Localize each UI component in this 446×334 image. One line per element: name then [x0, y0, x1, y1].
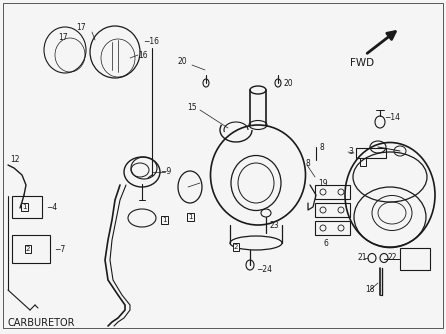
- Text: 17: 17: [58, 33, 68, 42]
- Text: 2: 2: [234, 244, 238, 250]
- Text: 12: 12: [10, 156, 20, 165]
- Text: 3: 3: [348, 148, 353, 157]
- Bar: [360, 158, 366, 166]
- Text: −7: −7: [54, 244, 65, 254]
- Text: 2: 2: [26, 246, 30, 252]
- Text: 8: 8: [305, 159, 310, 167]
- Bar: [356, 148, 386, 158]
- Text: 6: 6: [323, 238, 328, 247]
- Text: FWD: FWD: [350, 58, 374, 68]
- Text: 16: 16: [138, 50, 148, 59]
- Bar: [315, 185, 350, 199]
- Bar: [315, 221, 350, 235]
- Text: 1: 1: [162, 217, 166, 223]
- Text: 21: 21: [358, 254, 368, 263]
- Text: 20: 20: [283, 78, 293, 88]
- Text: −4: −4: [46, 202, 57, 211]
- Text: 23: 23: [270, 220, 280, 229]
- Text: 19: 19: [318, 178, 328, 187]
- Text: −16: −16: [143, 37, 159, 46]
- Text: 18: 18: [365, 286, 375, 295]
- Text: CARBURETOR: CARBURETOR: [8, 318, 75, 328]
- Text: 8: 8: [320, 143, 325, 152]
- Text: −24: −24: [256, 266, 272, 275]
- Text: 17: 17: [76, 23, 86, 32]
- Text: 22: 22: [387, 254, 396, 263]
- Text: 1: 1: [22, 204, 26, 210]
- Text: 20: 20: [178, 57, 188, 66]
- Bar: [400, 248, 430, 270]
- Text: −9: −9: [160, 167, 171, 176]
- Text: −14: −14: [384, 114, 400, 123]
- Bar: [315, 203, 350, 217]
- Bar: [12, 235, 50, 263]
- Text: 15: 15: [187, 104, 197, 113]
- Text: 1: 1: [188, 214, 192, 220]
- Bar: [12, 196, 42, 218]
